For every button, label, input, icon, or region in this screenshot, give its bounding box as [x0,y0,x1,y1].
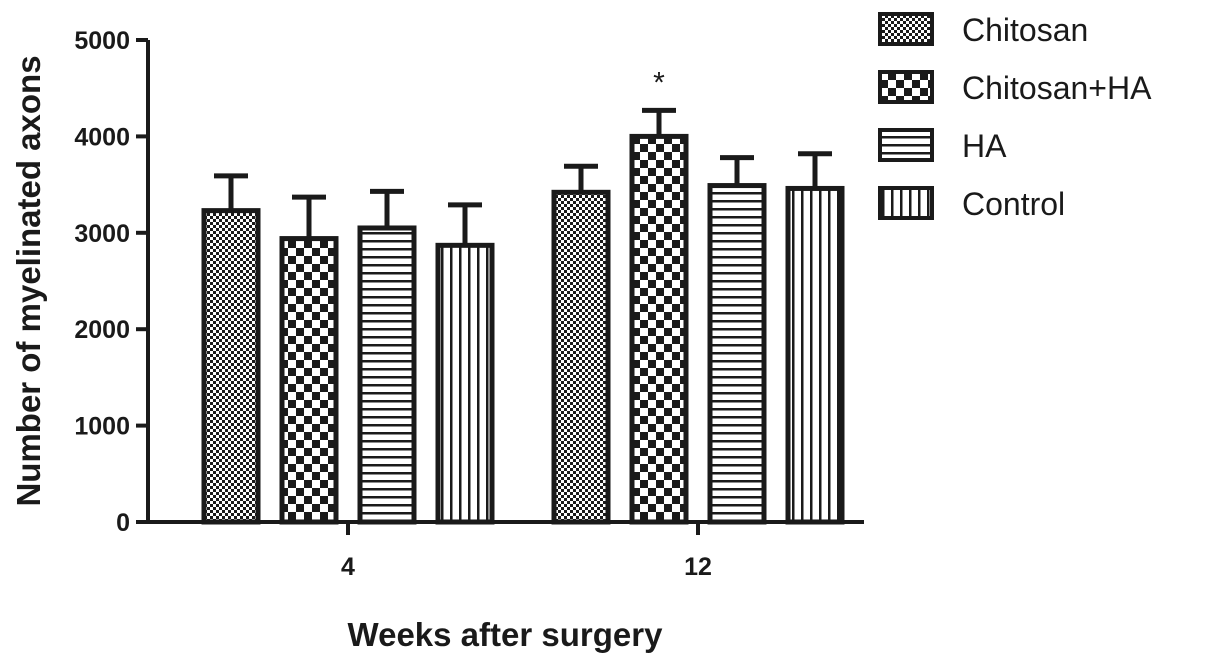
significance-marker: * [653,66,665,99]
x-tick-label: 4 [341,553,355,581]
bar-chitosan-week-12 [551,189,611,525]
bar-chitosan-ha-week-4 [279,236,339,525]
bar-control-week-12 [785,185,845,525]
bar-ha-week-4 [357,225,417,525]
x-axis: 4 12 [146,520,864,581]
bar-control-week-4 [435,242,495,525]
y-tick-label: 0 [116,509,130,537]
legend-swatch-chitosan [878,12,934,46]
y-axis-title: Number of myelinated axons [10,55,47,506]
annotations-group: * [653,66,665,99]
bar-ha-week-12 [707,183,767,525]
legend: Chitosan Chitosan+HA HA Control [878,12,1152,222]
bar-chitosan-ha-week-12 [629,133,689,525]
y-axis: 0 1000 2000 3000 4000 5000 [74,27,150,537]
legend-label: Control [962,186,1065,222]
legend-swatch-control [878,186,934,220]
x-axis-title: Weeks after surgery [348,616,664,653]
y-tick-label: 3000 [74,220,130,248]
y-tick-label: 2000 [74,316,130,344]
bars-group [201,107,845,525]
y-tick-label: 1000 [74,413,130,441]
legend-swatch-chitosan-ha [878,70,934,104]
y-tick-label: 5000 [74,27,130,55]
legend-label: HA [962,128,1007,164]
legend-label: Chitosan+HA [962,70,1152,106]
y-tick-label: 4000 [74,123,130,151]
legend-label: Chitosan [962,12,1088,48]
legend-swatch-ha [878,128,934,162]
bar-chitosan-week-4 [201,208,261,525]
x-tick-label: 12 [684,553,712,581]
